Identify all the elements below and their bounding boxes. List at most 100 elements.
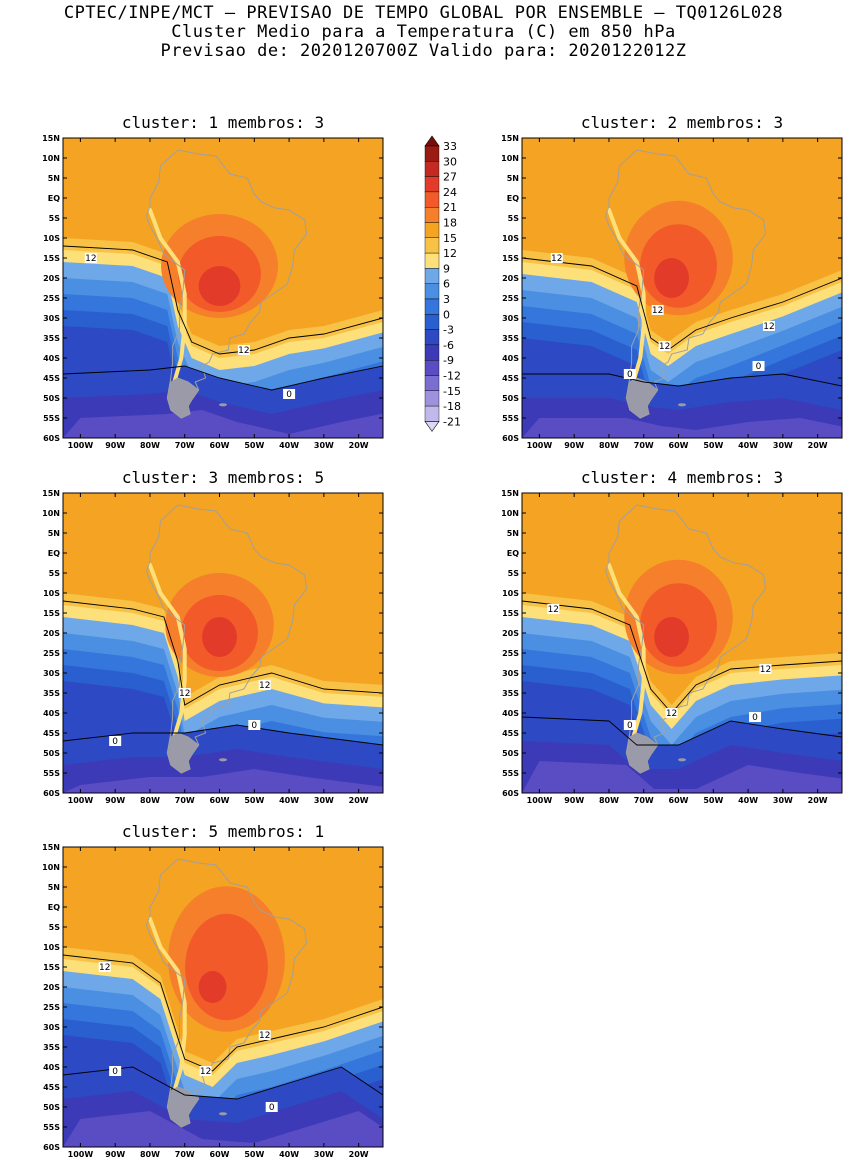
contour-label-bg: [84, 253, 97, 263]
contour-label: 12: [99, 963, 110, 973]
patagonia-land: [166, 377, 200, 419]
contour-label-bg: [759, 664, 772, 674]
andes-cold-strip: [148, 563, 187, 739]
lat-label: 5S: [508, 214, 520, 223]
contour-label-bg: [248, 720, 261, 730]
falklands-islands: [219, 403, 227, 407]
south-america-outline: [145, 858, 308, 1128]
colorbar-label: 18: [443, 217, 457, 230]
lon-label: 50W: [244, 796, 264, 805]
lat-label: EQ: [48, 903, 60, 912]
lon-label: 100W: [527, 441, 553, 450]
contour-label: 12: [179, 689, 190, 699]
colorbar-label: -12: [443, 370, 461, 383]
lon-label: 90W: [564, 796, 584, 805]
warm-core-24: [654, 258, 689, 298]
lat-label: 30S: [502, 314, 519, 323]
falklands-islands: [219, 1112, 227, 1116]
contour-label-bg: [237, 345, 250, 355]
lat-label: 50S: [43, 1103, 60, 1112]
map-panel-5: 12 12 12 0 0 15N 10N 5N EQ 5S 10S 15S 20S 25S 30S 35S 40…: [42, 843, 384, 1157]
lat-label: 55S: [502, 769, 519, 778]
lon-label: 50W: [244, 1150, 264, 1157]
contour-label: 0: [269, 1103, 275, 1113]
colorbar-swatch: [424, 145, 440, 162]
contour-label: 0: [112, 737, 118, 747]
lat-label: 20S: [43, 983, 60, 992]
contour-label-bg: [762, 321, 775, 331]
colorbar-swatch: [424, 329, 440, 346]
contour-label-bg: [623, 369, 636, 379]
lat-label: 25S: [43, 649, 60, 658]
warm-core-24: [198, 266, 241, 306]
colorbar-label: 15: [443, 232, 457, 245]
lon-label: 40W: [738, 796, 758, 805]
lat-label: 50S: [502, 749, 519, 758]
panel-3-title: cluster: 3 membros: 5: [121, 468, 325, 487]
colorbar-swatch: [424, 298, 440, 315]
lon-label: 100W: [68, 796, 94, 805]
south-america-outline: [145, 504, 308, 774]
lat-label: 60S: [502, 789, 519, 798]
contour-label: 0: [627, 721, 633, 731]
contour-label-bg: [258, 680, 271, 690]
lon-label: 70W: [175, 441, 195, 450]
colorbar-swatch: [424, 191, 440, 208]
lon-label: 90W: [564, 441, 584, 450]
lon-label: 50W: [703, 441, 723, 450]
contour-label: 12: [760, 665, 771, 675]
colorbar-label: -9: [443, 354, 454, 367]
colorbar-label: 24: [443, 186, 457, 199]
contour-0: [63, 365, 383, 391]
contour-label-bg: [283, 389, 296, 399]
contour-label: 12: [666, 709, 677, 719]
contour-label-bg: [749, 712, 762, 722]
colorbar-swatch: [424, 268, 440, 284]
lat-label: 60S: [43, 1143, 60, 1152]
lat-label: 25S: [43, 1003, 60, 1012]
contour-label: 0: [286, 390, 292, 400]
panel-4-title: cluster: 4 membros: 3: [580, 468, 784, 487]
lon-label: 80W: [599, 796, 619, 805]
lat-label: 30S: [502, 669, 519, 678]
contour-label: 12: [259, 681, 270, 691]
lon-label: 50W: [703, 796, 723, 805]
lat-label: EQ: [48, 549, 60, 558]
colorbar-bottom-arrow: [424, 421, 440, 432]
lat-label: 55S: [43, 414, 60, 423]
title-line-2: Cluster Medio para a Temperatura (C) em …: [171, 22, 676, 42]
field-band-minus-6: [522, 761, 842, 793]
falklands-islands: [219, 758, 227, 762]
lon-label: 30W: [314, 1150, 334, 1157]
lat-label: 60S: [502, 434, 519, 443]
map-panel-3: 12 12 0 0 15N 10N 5N EQ 5S 10S 15S 20S 25S 30S 35S 40S 4…: [42, 489, 384, 805]
andes-cold-strip: [148, 208, 187, 384]
contour-label: 12: [659, 342, 670, 352]
lon-label: 30W: [773, 441, 793, 450]
lon-label: 50W: [244, 441, 264, 450]
lon-label: 60W: [210, 441, 230, 450]
contour-0: [63, 724, 383, 746]
map-frame: [62, 137, 384, 439]
lat-label: 25S: [502, 294, 519, 303]
lon-label: 30W: [773, 796, 793, 805]
colorbar-swatch: [424, 252, 440, 269]
lat-label: 25S: [43, 294, 60, 303]
contour-label: 0: [756, 362, 762, 372]
colorbar-label: 6: [443, 278, 450, 291]
title-line-3: Previsao de: 2020120700Z Valido para: 20…: [160, 41, 687, 61]
contour-label-bg: [665, 708, 678, 718]
lon-label: 60W: [669, 796, 689, 805]
colorbar-swatch: [424, 222, 440, 239]
lon-label: 80W: [599, 441, 619, 450]
colorbar-label: 27: [443, 171, 457, 184]
field-band-minus-6: [63, 1111, 383, 1147]
patagonia-land: [166, 732, 200, 774]
lat-label: 35S: [43, 334, 60, 343]
lat-label: 15N: [42, 489, 60, 498]
panel-1-title: cluster: 1 membros: 3: [121, 113, 325, 132]
andes-cold-strip: [607, 563, 646, 739]
lon-label: 40W: [279, 1150, 299, 1157]
lon-label: 70W: [175, 1150, 195, 1157]
colorbar-swatch: [424, 161, 440, 177]
